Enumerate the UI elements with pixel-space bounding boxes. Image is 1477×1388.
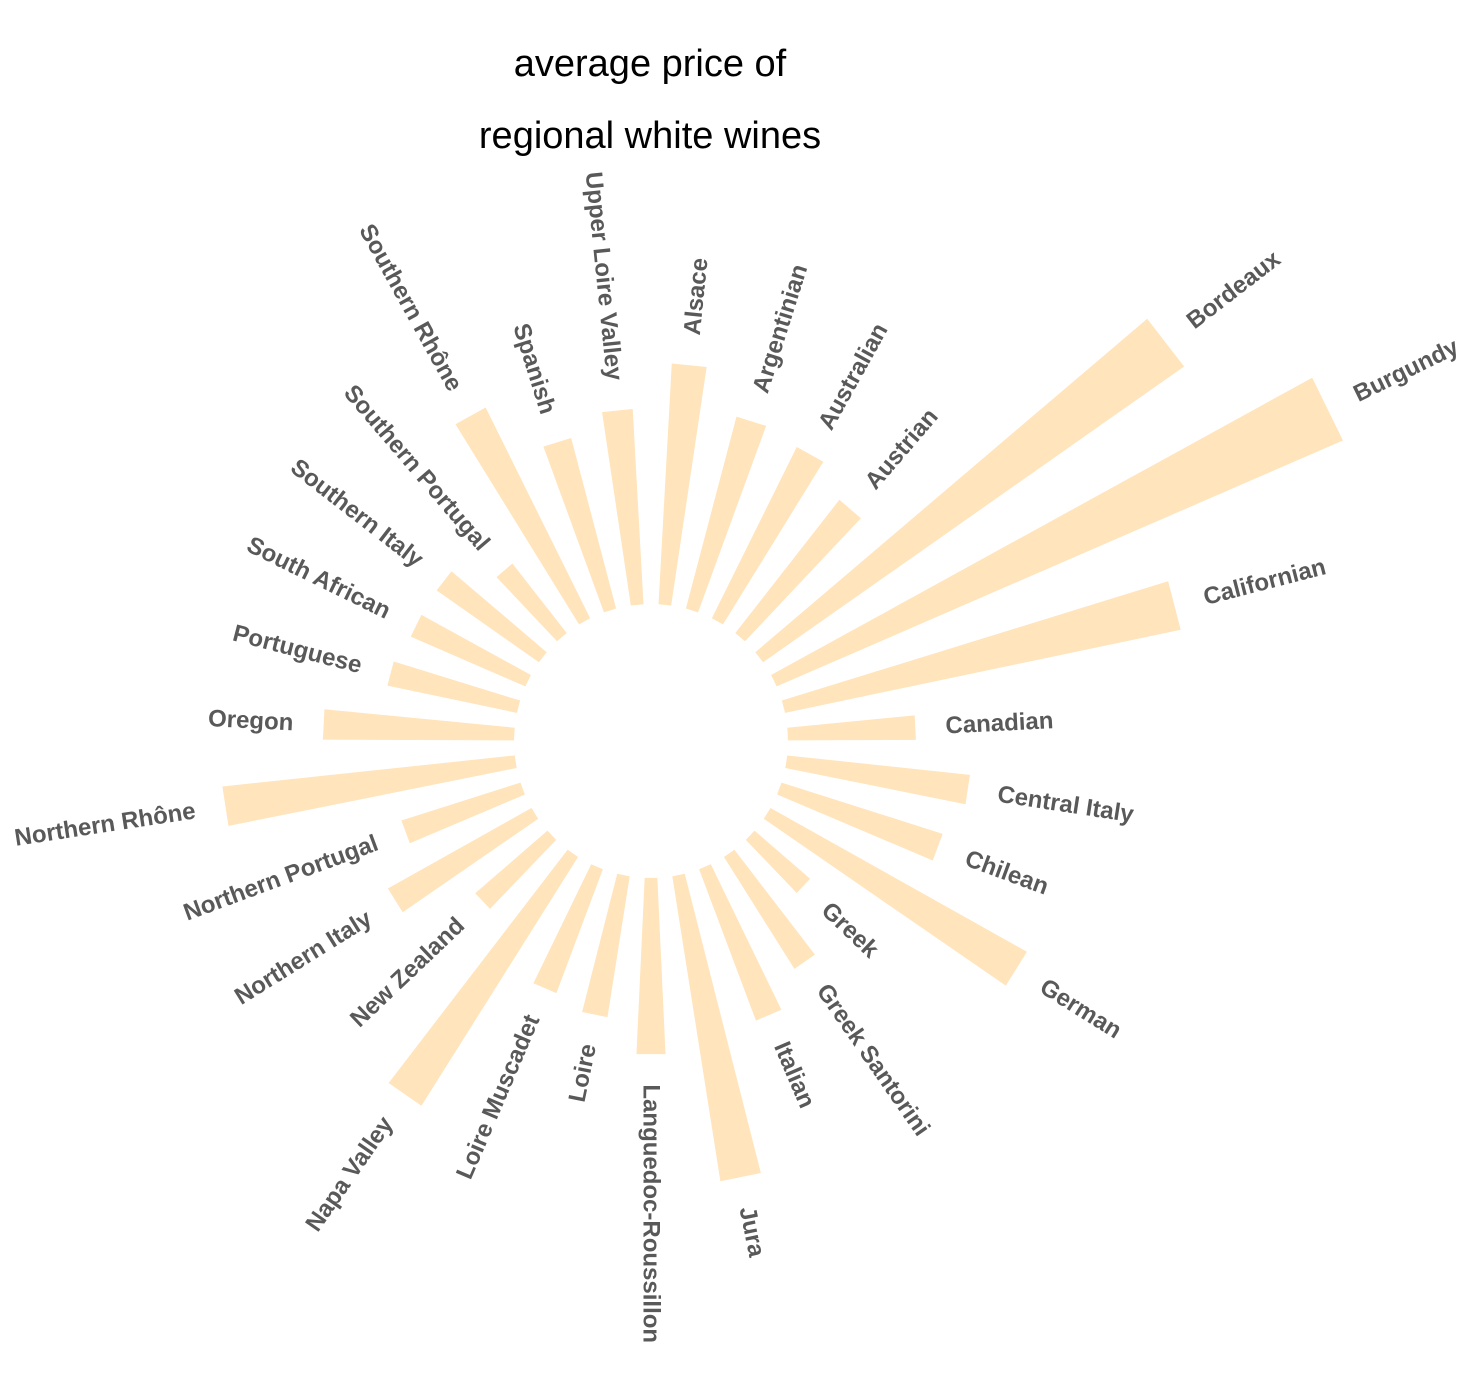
bar-upper-loire-valley: [602, 408, 644, 606]
label-greek-santorini: Greek Santorini: [811, 979, 935, 1141]
bar-oregon: [322, 709, 515, 741]
bar-central-italy: [785, 755, 970, 805]
label-central-italy: Central Italy: [996, 781, 1137, 829]
label-australian: Australian: [813, 319, 894, 435]
bar-alsace: [658, 363, 707, 606]
bar-argentinian: [685, 416, 767, 613]
bar-new-zealand: [475, 830, 557, 909]
chart-title-line-1: average price of: [513, 43, 787, 85]
label-italian: Italian: [768, 1038, 820, 1112]
bar-northern-portugal: [401, 782, 525, 844]
bar-spanish: [543, 437, 617, 613]
bar-burgundy: [771, 377, 1343, 687]
label-californian: Californian: [1201, 553, 1329, 611]
label-upper-loire-valley: Upper Loire Valley: [580, 171, 628, 383]
bar-californian: [781, 581, 1181, 713]
bar-portuguese: [387, 661, 521, 713]
bar-greek: [745, 830, 811, 893]
bar-southern-rhone: [455, 407, 591, 625]
label-languedoc-roussillon: Languedoc-Roussillon: [638, 1084, 665, 1343]
bar-australian: [711, 447, 824, 625]
bar-jura: [672, 873, 761, 1182]
label-argentinian: Argentinian: [748, 261, 814, 396]
label-loire: Loire: [564, 1042, 602, 1105]
bar-napa-valley: [388, 849, 579, 1106]
bar-south-african: [410, 614, 531, 687]
label-jura: Jura: [734, 1204, 771, 1260]
label-south-african: South African: [242, 531, 394, 624]
label-austrian: Austrian: [860, 403, 944, 494]
bar-loire: [582, 873, 630, 1018]
label-napa-valley: Napa Valley: [300, 1111, 399, 1236]
label-oregon: Oregon: [207, 705, 294, 736]
label-northern-italy: Northern Italy: [230, 905, 377, 1011]
bar-german: [763, 808, 1027, 986]
bar-bordeaux: [755, 318, 1185, 663]
bar-chilean: [777, 782, 943, 861]
label-german: German: [1035, 973, 1126, 1044]
bars-group: [222, 318, 1343, 1182]
label-canadian: Canadian: [945, 707, 1054, 739]
bar-greek-santorini: [723, 849, 815, 969]
bar-italian: [699, 864, 782, 1021]
label-greek: Greek: [816, 897, 884, 964]
chart-title: average price of regional white wines: [450, 28, 850, 172]
chart-title-line-2: regional white wines: [478, 115, 822, 158]
label-alsace: Alsace: [679, 257, 714, 337]
bar-southern-portugal: [496, 563, 567, 642]
bar-loire-muscadet: [533, 864, 603, 994]
label-spanish: Spanish: [507, 320, 561, 417]
label-portuguese: Portuguese: [230, 620, 365, 679]
bar-northern-rhone: [222, 755, 517, 826]
bar-southern-italy: [436, 571, 547, 663]
label-burgundy: Burgundy: [1349, 333, 1463, 407]
bar-languedoc-roussillon: [636, 877, 666, 1055]
bar-austrian: [735, 499, 861, 642]
label-bordeaux: Bordeaux: [1182, 245, 1287, 335]
bar-canadian: [787, 715, 916, 741]
label-northern-rhone: Northern Rhône: [13, 797, 198, 851]
label-chilean: Chilean: [961, 845, 1052, 900]
label-loire-muscadet: Loire Muscadet: [451, 1011, 545, 1183]
bar-northern-italy: [387, 808, 539, 913]
label-southern-rhone: Southern Rhône: [353, 220, 467, 396]
